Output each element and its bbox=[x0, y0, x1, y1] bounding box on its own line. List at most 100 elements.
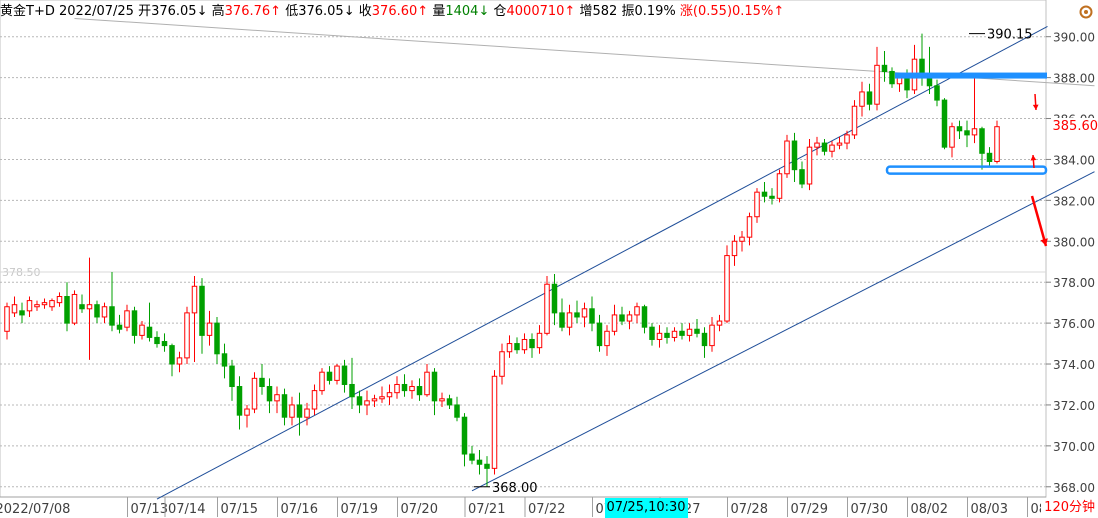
candle-body bbox=[686, 328, 693, 336]
candle-body bbox=[19, 310, 25, 316]
change-label: 涨 bbox=[679, 4, 693, 19]
candle-body bbox=[851, 105, 858, 136]
candle-body bbox=[446, 398, 453, 406]
candle-body bbox=[866, 91, 873, 105]
candle-body bbox=[176, 357, 183, 365]
open-arrow: ↓ bbox=[196, 4, 208, 19]
quote-header: 黄金T+D 2022/07/25 开376.05↓ 高376.76↑ 低376.… bbox=[0, 0, 784, 24]
candle-body bbox=[889, 70, 895, 85]
increase-value: 582 bbox=[592, 4, 618, 19]
candle-body bbox=[656, 332, 663, 340]
candle-body bbox=[394, 383, 400, 394]
low-value: 376.05 bbox=[298, 4, 344, 19]
candle-body bbox=[536, 332, 543, 349]
channel-lower-line bbox=[471, 171, 1095, 492]
candle-body bbox=[994, 126, 1000, 162]
candle-body bbox=[971, 128, 978, 136]
candle-body bbox=[371, 398, 378, 402]
candle-body bbox=[56, 296, 63, 304]
oi-value: 4000710 bbox=[506, 4, 565, 19]
candle-body bbox=[109, 306, 115, 326]
cursor-time-label: 07/25,10:30 bbox=[604, 498, 688, 518]
candle-body bbox=[829, 144, 835, 152]
candle-body bbox=[671, 330, 678, 338]
gear-icon[interactable] bbox=[1078, 4, 1094, 20]
candle-body bbox=[304, 408, 310, 418]
candle-body bbox=[34, 304, 40, 308]
x-tick-label: 07/13 bbox=[131, 502, 168, 517]
candle-body bbox=[356, 396, 363, 406]
candle-body bbox=[236, 386, 243, 416]
candle-body bbox=[904, 77, 910, 91]
candle-body bbox=[26, 300, 33, 312]
candle-body bbox=[484, 463, 490, 469]
plot-frame bbox=[0, 0, 1047, 498]
candle-body bbox=[589, 308, 595, 324]
candle-body bbox=[611, 314, 618, 332]
candle-body bbox=[64, 296, 70, 324]
channel-upper-line bbox=[156, 26, 1048, 500]
candle-body bbox=[934, 85, 940, 101]
amplitude-value: 0.19% bbox=[634, 4, 676, 19]
close-value: 376.60 bbox=[371, 4, 418, 19]
candle-body bbox=[551, 283, 558, 314]
candle-body bbox=[139, 324, 145, 336]
candle-body bbox=[521, 338, 528, 351]
quote-date: 2022/07/25 bbox=[59, 4, 134, 19]
support-band bbox=[885, 165, 1048, 175]
candle-body bbox=[251, 377, 258, 410]
candle-body bbox=[439, 398, 445, 402]
x-tick-label: 07/15 bbox=[221, 502, 258, 517]
low-arrow: ↓ bbox=[343, 4, 355, 19]
candle-body bbox=[161, 341, 168, 347]
candle-body bbox=[881, 64, 888, 72]
candle-body bbox=[836, 142, 843, 146]
candle-body bbox=[986, 152, 993, 162]
candle-body bbox=[701, 332, 708, 347]
x-tick-label: 07/14 bbox=[168, 502, 205, 517]
high-arrow: ↑ bbox=[270, 4, 282, 19]
candle-body bbox=[266, 386, 273, 402]
candle-body bbox=[949, 126, 955, 148]
candle-body bbox=[229, 365, 235, 388]
candle-body bbox=[844, 134, 850, 144]
x-tick-label: 2022/07/08 bbox=[0, 502, 70, 517]
candle-body bbox=[596, 322, 603, 347]
red-arrow-icon bbox=[1032, 104, 1039, 110]
red-arrow-icon bbox=[1030, 195, 1048, 247]
candle-body bbox=[154, 336, 160, 345]
candle-body bbox=[116, 324, 123, 330]
volume-arrow: ↓ bbox=[478, 4, 490, 19]
interval-label[interactable]: 120分钟 bbox=[1041, 498, 1098, 518]
candle-body bbox=[649, 326, 655, 340]
candle-body bbox=[124, 310, 130, 328]
candle-body bbox=[491, 375, 498, 469]
candle-body bbox=[244, 408, 250, 416]
candle-body bbox=[311, 390, 318, 410]
candle-body bbox=[604, 330, 610, 347]
candle-body bbox=[349, 383, 355, 398]
y-tick-label: 390.00 bbox=[1053, 31, 1095, 45]
candle-body bbox=[716, 320, 723, 326]
candle-body bbox=[469, 453, 475, 461]
candle-body bbox=[724, 255, 730, 322]
candle-body bbox=[221, 353, 228, 367]
candle-body bbox=[619, 314, 625, 322]
candle-body bbox=[956, 126, 963, 132]
change-value: (0.55)0.15% bbox=[692, 4, 774, 19]
change-arrow: ↑ bbox=[773, 4, 785, 19]
candle-body bbox=[341, 365, 348, 385]
candle-body bbox=[874, 64, 880, 105]
candle-body bbox=[731, 240, 738, 257]
x-tick-label: 08/03 bbox=[971, 502, 1008, 517]
y-tick-label: 380.00 bbox=[1053, 235, 1095, 249]
open-label: 开 bbox=[138, 4, 152, 19]
candle-body bbox=[664, 332, 670, 338]
candle-body bbox=[566, 312, 573, 328]
instrument-name: 黄金T+D bbox=[0, 4, 55, 19]
candle-body bbox=[776, 173, 783, 199]
candle-body bbox=[94, 304, 100, 318]
oi-arrow: ↑ bbox=[564, 4, 576, 19]
candle-body bbox=[11, 304, 18, 314]
candle-body bbox=[199, 285, 205, 336]
